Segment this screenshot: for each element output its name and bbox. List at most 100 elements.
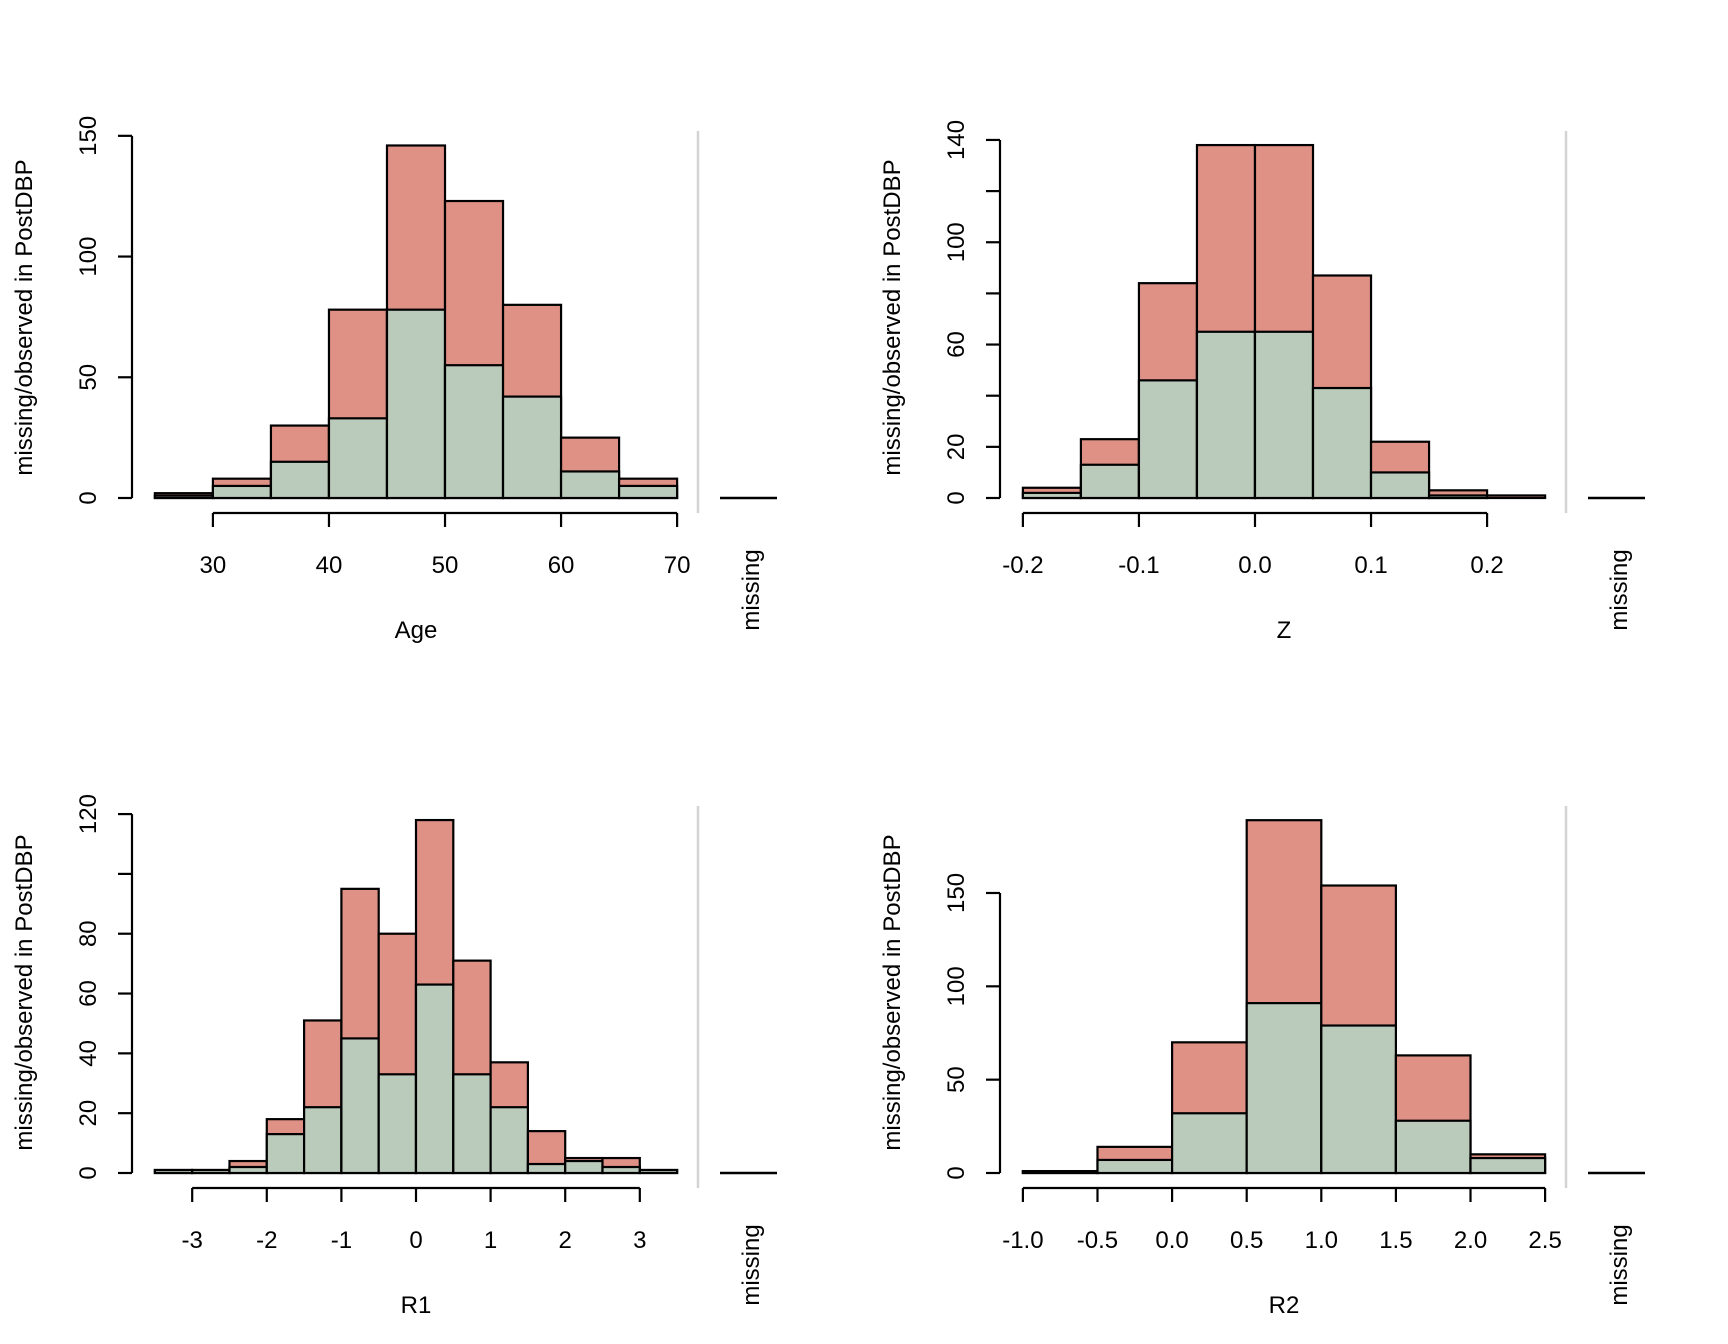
- x-tick-label: 2.0: [1454, 1227, 1487, 1254]
- histogram-panel-age: 0 50 100 150 30 40 50 60 70 Age missing/observed i…: [11, 116, 777, 644]
- x-tick-label: 0.2: [1470, 552, 1503, 579]
- bar-observed: [501, 395, 563, 500]
- bar-observed: [153, 494, 215, 500]
- missing-label: missing: [1606, 549, 1633, 630]
- y-tick-label: 100: [75, 237, 102, 277]
- x-tick-label: 2: [559, 1227, 572, 1254]
- x-axis-label: Z: [1277, 617, 1292, 644]
- x-tick-label: 40: [316, 552, 343, 579]
- x-tick-label: 50: [432, 552, 459, 579]
- bar-observed: [211, 484, 273, 500]
- y-axis-label: missing/observed in PostDBP: [11, 159, 38, 475]
- bar-observed: [559, 470, 621, 500]
- x-tick-label: 70: [664, 552, 691, 579]
- y-tick-label: 100: [943, 966, 970, 1006]
- bar-observed: [1369, 471, 1431, 500]
- y-tick-label: 150: [943, 873, 970, 913]
- x-axis-label: R2: [1269, 1292, 1300, 1319]
- x-tick-label: 0.0: [1155, 1227, 1188, 1254]
- y-tick-label: 60: [75, 980, 102, 1007]
- bar-observed: [1021, 491, 1083, 500]
- y-tick-label: 20: [943, 433, 970, 460]
- y-tick-label: 140: [943, 120, 970, 160]
- y-tick-label: 60: [943, 331, 970, 358]
- bar-observed: [617, 484, 679, 500]
- bar-missing: [1485, 494, 1547, 500]
- bar-observed: [414, 983, 455, 1175]
- y-tick-label: 40: [75, 1040, 102, 1067]
- bar-observed: [1320, 1024, 1398, 1175]
- bar-observed: [443, 364, 505, 500]
- bar-observed: [526, 1162, 567, 1175]
- bar-observed: [1021, 1170, 1099, 1175]
- missing-label: missing: [1606, 1224, 1633, 1305]
- y-tick-label: 100: [943, 222, 970, 262]
- bar-observed: [1311, 386, 1373, 500]
- histogram-panel-r1: 0 20 40 60 80 120 -3 -2 -1 0 1 2 3 R1 missing/observed…: [11, 794, 777, 1319]
- bar-observed: [1195, 330, 1257, 500]
- x-tick-label: -1.0: [1002, 1227, 1043, 1254]
- bar-observed: [385, 308, 447, 500]
- bar-observed: [1137, 379, 1199, 500]
- bar-observed: [1170, 1112, 1248, 1175]
- y-tick-label: 20: [75, 1100, 102, 1127]
- missing-label: missing: [738, 549, 765, 630]
- y-tick-label: 150: [75, 116, 102, 156]
- x-tick-label: -2: [256, 1227, 277, 1254]
- bar-observed: [489, 1106, 530, 1175]
- bar-observed: [191, 1168, 231, 1175]
- bar-observed: [1245, 1002, 1323, 1175]
- bar-observed: [638, 1168, 679, 1175]
- x-tick-label: -0.5: [1077, 1227, 1118, 1254]
- y-axis-label: missing/observed in PostDBP: [879, 159, 906, 475]
- bar-observed: [1253, 330, 1315, 500]
- x-tick-label: -1: [331, 1227, 352, 1254]
- missing-label: missing: [738, 1224, 765, 1305]
- y-tick-label: 0: [75, 491, 102, 504]
- bar-observed: [564, 1159, 604, 1175]
- bar-observed: [1469, 1156, 1547, 1175]
- bar-observed: [153, 1168, 194, 1175]
- y-axis-label: missing/observed in PostDBP: [879, 834, 906, 1150]
- bar-observed: [1096, 1158, 1174, 1175]
- x-tick-label: -3: [182, 1227, 203, 1254]
- histogram-panel-r2: 0 50 100 150 -1.0 -0.5 0.0 0.5 1.0 1.5 2.0 2.5 R2 mis…: [879, 806, 1645, 1319]
- y-tick-label: 50: [943, 1066, 970, 1093]
- bar-observed: [1394, 1119, 1472, 1175]
- x-tick-label: 1.0: [1305, 1227, 1338, 1254]
- bar-observed: [1427, 494, 1489, 500]
- histogram-panel-z: 0 20 60 100 140 -0.2 -0.1 0.0 0.1 0.2 Zmissing/obs…: [879, 120, 1645, 644]
- bar-observed: [601, 1165, 641, 1175]
- x-tick-label: 2.5: [1528, 1227, 1561, 1254]
- bar-observed: [452, 1073, 492, 1175]
- x-tick-label: -0.1: [1118, 552, 1159, 579]
- y-tick-label: 80: [75, 920, 102, 947]
- x-tick-label: 0.5: [1230, 1227, 1263, 1254]
- y-tick-label: 50: [75, 364, 102, 391]
- y-tick-label: 0: [75, 1166, 102, 1179]
- x-tick-label: 0: [409, 1227, 422, 1254]
- bar-observed: [228, 1165, 268, 1175]
- bar-observed: [302, 1106, 343, 1175]
- x-tick-label: 1: [484, 1227, 497, 1254]
- bar-observed: [327, 417, 389, 500]
- x-tick-label: 0.0: [1238, 552, 1271, 579]
- x-tick-label: 3: [633, 1227, 646, 1254]
- x-tick-label: 0.1: [1354, 552, 1387, 579]
- x-tick-label: 60: [548, 552, 575, 579]
- x-tick-label: 30: [200, 552, 227, 579]
- y-tick-label: 120: [75, 794, 102, 834]
- bar-observed: [377, 1073, 418, 1175]
- y-axis-label: missing/observed in PostDBP: [11, 834, 38, 1150]
- bar-observed: [265, 1133, 306, 1175]
- x-axis-label: R1: [401, 1292, 432, 1319]
- y-tick-label: 0: [943, 491, 970, 504]
- x-tick-label: -0.2: [1002, 552, 1043, 579]
- bar-observed: [340, 1037, 380, 1175]
- y-tick-label: 0: [943, 1166, 970, 1179]
- x-axis-label: Age: [395, 617, 438, 644]
- bar-observed: [1079, 463, 1141, 500]
- bar-observed: [269, 460, 331, 500]
